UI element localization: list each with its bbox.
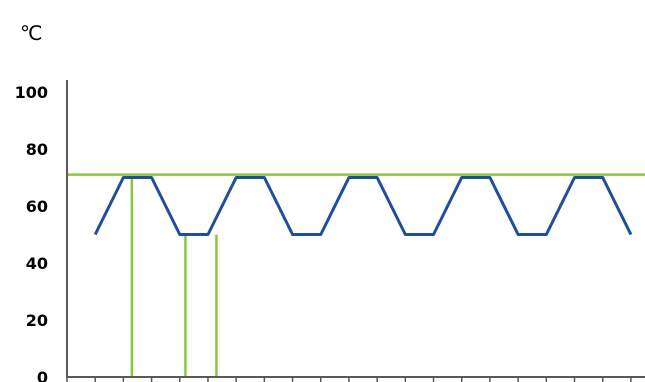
reference-lines [67, 173, 645, 377]
y-tick-label: 60 [26, 197, 48, 216]
y-tick-label: 0 [37, 368, 48, 382]
y-tick-label: 100 [15, 83, 48, 102]
y-tick-label: 40 [26, 254, 48, 273]
series-layer [93, 176, 633, 236]
y-tick-label: 20 [26, 311, 48, 330]
y-axis-unit-label: ℃ [20, 21, 42, 45]
y-tick-label: 80 [26, 140, 48, 159]
series-line [93, 176, 633, 236]
y-axis-ticks: 0 20 40 60 80 100 [15, 83, 48, 382]
